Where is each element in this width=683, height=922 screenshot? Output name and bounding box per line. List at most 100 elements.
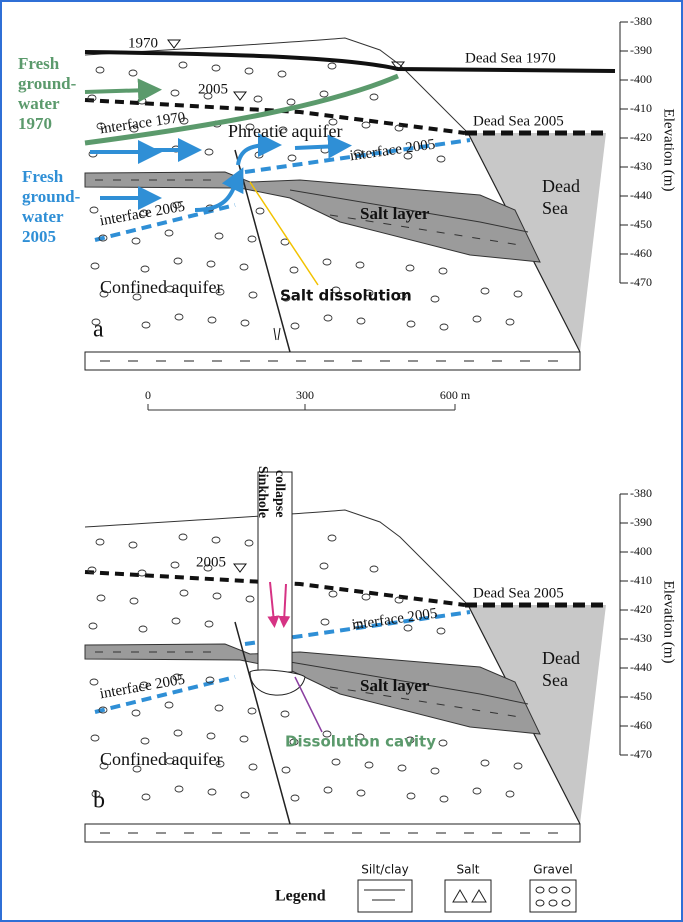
gravel-pebble — [481, 760, 489, 766]
gravel-pebble — [175, 786, 183, 792]
gravel-pebble — [215, 233, 223, 239]
gravel-pebble — [90, 207, 98, 213]
diagram: 1970 Dead Sea 1970 Fresh ground- water 1… — [0, 0, 683, 922]
gravel-pebble — [256, 208, 264, 214]
label: Dead Sea 2005 — [473, 113, 564, 129]
gravel-pebble — [96, 539, 104, 545]
label: 1970 — [128, 35, 158, 51]
gravel-pebble — [205, 149, 213, 155]
gravel-pebble — [431, 296, 439, 302]
gravel-pebble — [174, 730, 182, 736]
tick-label: -380 — [630, 486, 652, 500]
gravel-pebble — [324, 315, 332, 321]
gravel-pebble — [241, 792, 249, 798]
shape — [85, 90, 150, 92]
label: collapse — [272, 470, 287, 517]
gravel-pebble — [473, 788, 481, 794]
tick-label: -390 — [630, 515, 652, 529]
label: interface 2005 — [99, 199, 187, 230]
gravel-pebble — [241, 320, 249, 326]
shape — [234, 92, 246, 100]
gravel-pebble — [91, 735, 99, 741]
tick-label: -390 — [630, 43, 652, 57]
tick-label: -420 — [630, 130, 652, 144]
gravel-pebble — [254, 96, 262, 102]
tick-label: -460 — [630, 718, 652, 732]
gravel-pebble — [398, 765, 406, 771]
gravel-pebble — [207, 733, 215, 739]
gravel-pebble — [212, 65, 220, 71]
tick-label: -450 — [630, 217, 652, 231]
gravel-pebble — [287, 99, 295, 105]
label: 2005 — [198, 81, 228, 97]
label: interface 2005 — [351, 606, 439, 634]
gravel-pebble — [245, 540, 253, 546]
label: a — [93, 317, 104, 343]
gravel-pebble — [89, 623, 97, 629]
gravel-pebble — [142, 794, 150, 800]
gravel-pebble — [208, 317, 216, 323]
shape — [358, 880, 412, 912]
gravel-pebble — [248, 236, 256, 242]
gravel-pebble — [282, 767, 290, 773]
label: Gravel — [533, 863, 572, 877]
label: Salt layer — [360, 676, 430, 695]
gravel-pebble — [332, 759, 340, 765]
label: Confined aquifer — [100, 749, 222, 769]
label: Dead — [542, 648, 580, 668]
gravel-pebble — [407, 793, 415, 799]
label: Salt dissolution — [280, 287, 412, 305]
label: Confined aquifer — [100, 277, 222, 297]
gravel-pebble — [370, 566, 378, 572]
gravel-pebble — [406, 265, 414, 271]
shape — [530, 880, 576, 912]
label: 2005 — [22, 227, 56, 246]
tick-label: -470 — [630, 275, 652, 289]
gravel-pebble — [437, 156, 445, 162]
tick-label: -470 — [630, 747, 652, 761]
tick-label: -410 — [630, 101, 652, 115]
shape — [295, 677, 322, 732]
gravel-pebble — [165, 230, 173, 236]
gravel-pebble — [139, 626, 147, 632]
gravel-pebble — [328, 535, 336, 541]
label: Dead Sea 1970 — [465, 50, 556, 66]
gravel-pebble — [245, 68, 253, 74]
tick-label: -430 — [630, 631, 652, 645]
tick-label: -440 — [630, 660, 652, 674]
gravel-pebble — [132, 238, 140, 244]
label: 2005 — [196, 554, 226, 570]
label: Phreatic aquifer — [228, 121, 342, 141]
tick-label: -420 — [630, 602, 652, 616]
label: Salt — [456, 863, 479, 877]
gravel-pebble — [165, 702, 173, 708]
label: 0 — [145, 388, 151, 402]
gravel-pebble — [362, 594, 370, 600]
gravel-pebble — [208, 789, 216, 795]
gravel-pebble — [138, 98, 146, 104]
gravel-pebble — [175, 314, 183, 320]
label: Elevation (m) — [661, 581, 677, 664]
gravel-pebble — [142, 322, 150, 328]
label: ground- — [18, 74, 77, 93]
gravel-pebble — [291, 323, 299, 329]
gravel-pebble — [440, 796, 448, 802]
gravel-pebble — [139, 154, 147, 160]
gravel-pebble — [246, 596, 254, 602]
gravel-pebble — [514, 291, 522, 297]
gravel-pebble — [213, 593, 221, 599]
gravel-pebble — [324, 787, 332, 793]
gravel-pebble — [506, 791, 514, 797]
label: ground- — [22, 187, 81, 206]
label: Dissolution cavity — [285, 733, 436, 751]
shape — [238, 145, 270, 165]
label: Salt layer — [360, 204, 430, 223]
label: Sinkhole — [255, 466, 270, 518]
shape — [445, 880, 491, 912]
gravel-pebble — [439, 740, 447, 746]
gravel-pebble — [141, 738, 149, 744]
label: b — [93, 788, 105, 814]
gravel-pebble — [212, 537, 220, 543]
gravel-pebble — [362, 122, 370, 128]
label: Silt/clay — [361, 863, 408, 877]
